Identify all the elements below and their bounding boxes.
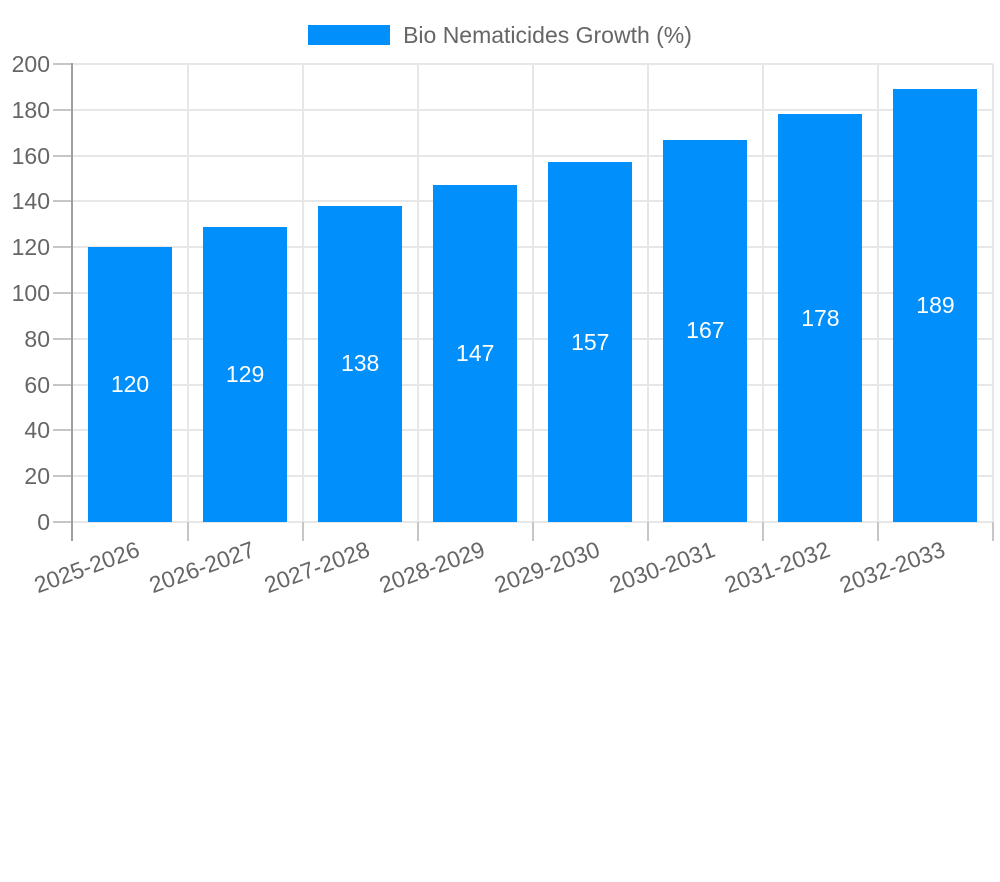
bar-value-label: 138 (340, 350, 380, 377)
x-axis-tick (646, 522, 649, 541)
bar-value-label: 129 (225, 360, 265, 387)
y-axis-tick (52, 246, 73, 249)
bar-value-label: 167 (686, 317, 725, 344)
x-gridline (876, 64, 879, 522)
y-tick-label: 80 (24, 325, 50, 352)
bar-value-label: 178 (801, 304, 840, 331)
x-gridline (531, 64, 534, 522)
x-axis-tick (416, 522, 419, 541)
bar[interactable]: 147 (433, 185, 518, 522)
y-tick-label: 140 (11, 188, 50, 215)
bar[interactable]: 167 (663, 139, 748, 522)
x-axis-tick (301, 522, 304, 541)
y-axis-tick (52, 108, 73, 111)
y-axis-tick (52, 200, 73, 203)
y-tick-label: 60 (24, 371, 50, 398)
x-gridline (416, 64, 419, 522)
legend-swatch-icon[interactable] (308, 25, 391, 45)
y-tick-label: 0 (37, 509, 50, 535)
y-tick-label: 160 (11, 142, 50, 169)
bar-value-label: 157 (571, 328, 610, 355)
bar-value-label: 147 (456, 340, 495, 367)
x-gridline (761, 64, 764, 522)
x-axis-tick (531, 522, 534, 541)
legend: Bio Nematicides Growth (%) (0, 20, 1000, 50)
y-tick-label: 100 (11, 280, 50, 306)
y-axis-tick (52, 292, 73, 294)
bar[interactable]: 129 (203, 226, 288, 522)
y-axis-tick (52, 521, 73, 523)
x-gridline (186, 64, 189, 522)
x-axis-tick (992, 522, 994, 541)
legend-label[interactable]: Bio Nematicides Growth (%) (403, 21, 692, 48)
bar[interactable]: 120 (88, 247, 173, 522)
x-axis-tick (761, 522, 764, 541)
y-axis-tick (52, 63, 73, 65)
y-axis-tick (52, 337, 73, 340)
bar[interactable]: 178 (778, 114, 863, 522)
bar[interactable]: 189 (893, 89, 978, 522)
x-axis-tick (876, 522, 879, 541)
x-gridline (301, 64, 304, 522)
y-axis-tick (52, 154, 73, 157)
bar-value-label: 189 (916, 292, 955, 319)
y-tick-label: 40 (24, 417, 50, 444)
y-axis-tick (52, 383, 73, 386)
bar-chart: Bio Nematicides Growth (%) 0 20 40 60 80 100 1… (0, 20, 1000, 599)
y-axis-line (71, 63, 73, 541)
x-gridline (992, 64, 994, 522)
y-tick-label: 180 (11, 96, 50, 123)
y-axis-tick (52, 429, 73, 432)
y-tick-label: 200 (11, 51, 50, 77)
y-tick-label: 20 (24, 463, 50, 490)
y-axis-tick (52, 475, 73, 478)
x-gridline (646, 64, 649, 522)
bar[interactable]: 157 (548, 162, 633, 522)
bar-value-label: 120 (110, 371, 150, 398)
bar[interactable]: 138 (318, 205, 403, 522)
x-axis-tick (186, 522, 189, 541)
y-tick-label: 120 (11, 234, 50, 261)
